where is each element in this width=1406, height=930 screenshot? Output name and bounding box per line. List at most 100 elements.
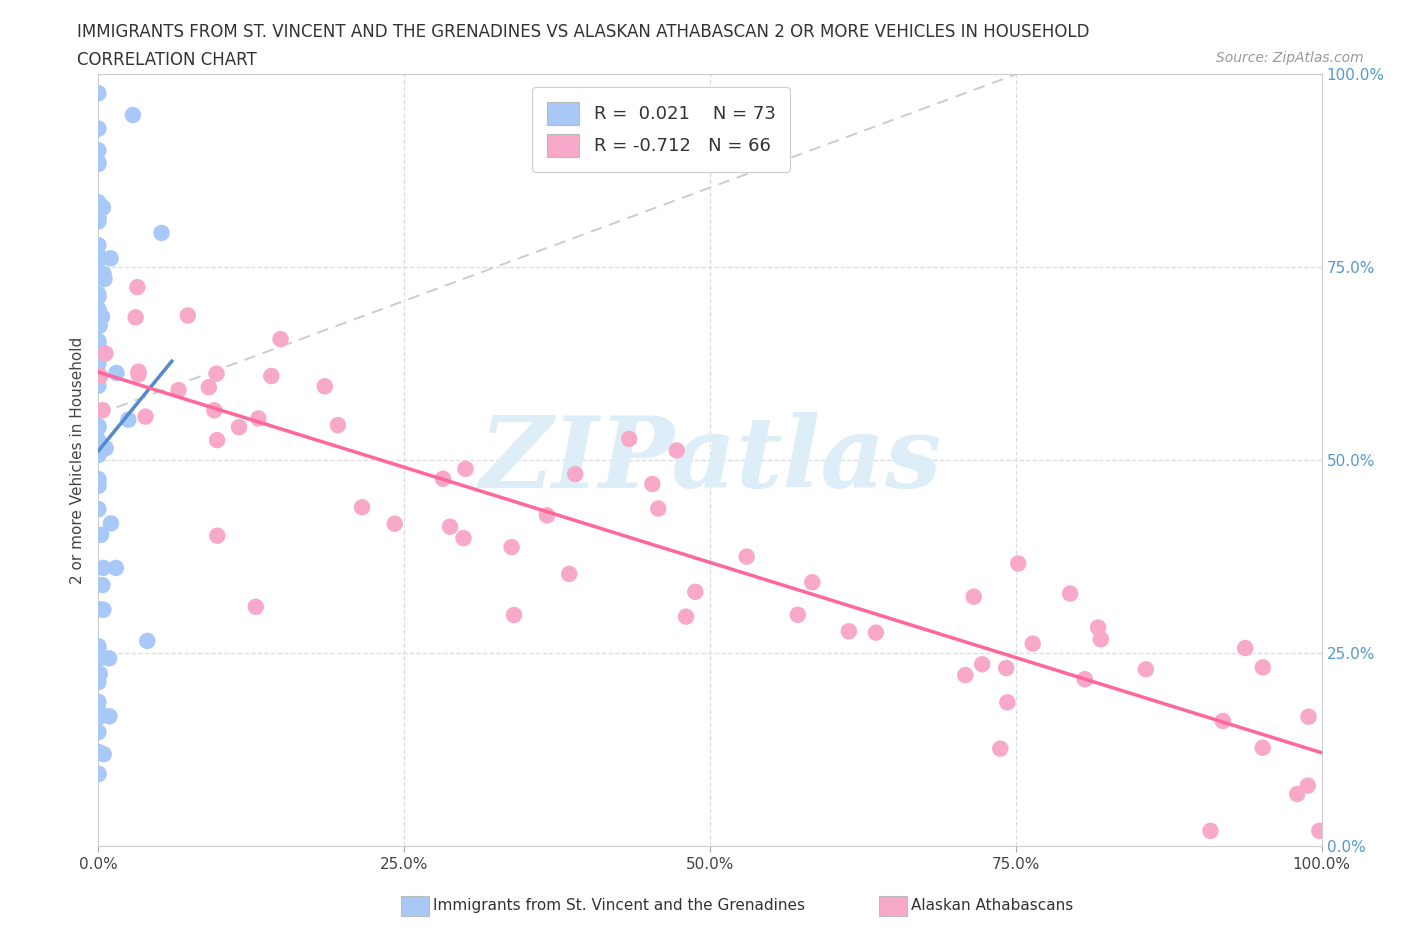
Point [87,248,110,263]
Point [127,280,149,295]
Point [87,433,110,448]
Point [93,747,115,762]
Point [87,289,110,304]
Point [90,527,112,542]
Point [167,383,190,398]
Point [150,225,173,240]
Point [98,709,121,724]
Point [87,210,110,225]
Point [87,472,110,486]
Point [270,332,292,347]
Point [87,214,110,229]
Point [105,365,128,380]
Point [135,409,157,424]
Point [1234,641,1257,656]
Point [87,766,110,781]
Point [647,501,669,516]
Point [87,418,110,433]
Point [536,508,558,523]
Point [87,379,110,393]
Point [91,561,114,576]
Point [87,670,110,684]
Point [87,312,110,326]
Point [87,420,110,435]
Point [87,447,110,462]
Point [89,602,111,617]
Point [432,472,454,486]
Point [247,411,270,426]
Point [87,702,110,717]
Point [685,584,707,599]
Point [453,531,475,546]
Point [197,379,219,394]
Point [1021,636,1043,651]
Point [988,741,1011,756]
Point [87,367,110,382]
Point [128,365,150,379]
Point [207,528,229,543]
Point [205,432,228,447]
Text: IMMIGRANTS FROM ST. VINCENT AND THE GRENADINES VS ALASKAN ATHABASCAN 2 OR MORE V: IMMIGRANTS FROM ST. VINCENT AND THE GREN… [77,23,1090,41]
Point [1007,556,1029,571]
Point [87,211,110,226]
Point [955,668,977,683]
Point [87,356,110,371]
Point [87,745,110,760]
Point [1298,710,1320,724]
Point [100,516,122,531]
Point [136,633,159,648]
Point [1090,631,1112,646]
Point [260,368,283,383]
Point [87,195,110,210]
Point [87,143,110,158]
Point [87,368,110,383]
Point [454,461,477,476]
Point [87,312,110,327]
Point [93,272,115,286]
Point [87,302,110,317]
Point [326,418,349,432]
Legend: R =  0.021    N = 73, R = -0.712   N = 66: R = 0.021 N = 73, R = -0.712 N = 66 [533,87,790,172]
Point [87,724,110,739]
Point [87,286,110,301]
Point [87,475,110,490]
Point [87,334,110,349]
Point [98,651,121,666]
Point [94,441,117,456]
Point [87,649,110,664]
Point [503,607,526,622]
Point [1251,660,1274,675]
Point [117,412,139,427]
Point [87,675,110,690]
Point [439,519,461,534]
Point [1087,620,1109,635]
Point [1199,823,1222,838]
Y-axis label: 2 or more Vehicles in Household: 2 or more Vehicles in Household [70,337,86,584]
Point [87,643,110,658]
Point [245,599,267,614]
Text: Alaskan Athabascans: Alaskan Athabascans [911,898,1073,913]
Point [972,657,994,671]
Point [87,238,110,253]
Point [735,550,758,565]
Point [205,366,228,381]
Point [93,603,115,618]
Point [87,121,110,136]
Point [87,253,110,268]
Point [91,578,114,592]
Point [91,403,114,418]
Point [87,302,110,317]
Point [87,478,110,493]
Text: Immigrants from St. Vincent and the Grenadines: Immigrants from St. Vincent and the Gren… [433,898,806,913]
Point [87,639,110,654]
Point [89,368,111,383]
Point [1251,740,1274,755]
Point [87,744,110,759]
Point [87,695,110,710]
Point [641,476,664,491]
Point [501,539,523,554]
Point [93,267,115,282]
Point [350,499,373,514]
Point [786,607,808,622]
Point [314,379,336,393]
